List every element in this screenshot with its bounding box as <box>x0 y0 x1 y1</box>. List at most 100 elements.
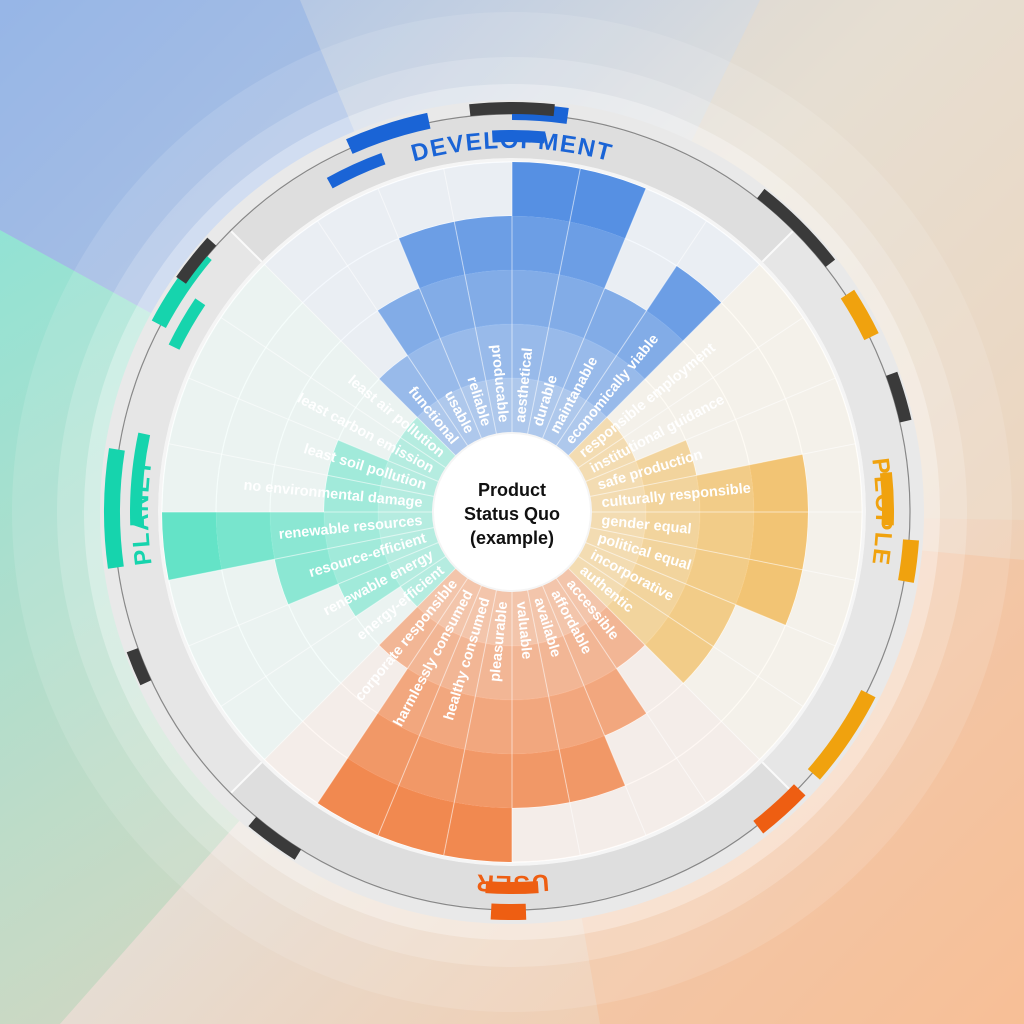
group-divider <box>761 761 794 794</box>
bar-available-level-4 <box>559 735 626 803</box>
center-title-line: (example) <box>470 528 554 548</box>
bar-pleasurable-level-5 <box>443 802 512 862</box>
bar-renewable-resources-level-1 <box>378 512 434 539</box>
bar-accessible-level-2 <box>586 606 645 669</box>
bar-durable-level-4 <box>559 221 626 289</box>
bar-incorporative-level-3 <box>668 583 736 647</box>
bar-maintanable-level-3 <box>583 288 647 356</box>
bar-affordable-level-3 <box>583 668 647 736</box>
center-hub: Product Status Quo (example) <box>434 434 590 590</box>
rim-marker <box>103 448 125 569</box>
bar-aesthetical-level-2 <box>512 324 549 381</box>
rim-marker <box>126 648 152 686</box>
bar-healthy-consumed-level-1 <box>460 585 497 644</box>
bar-producable-level-2 <box>475 324 512 381</box>
bar-affordable-level-1 <box>542 578 587 636</box>
bar-track <box>162 443 434 512</box>
rim-marker <box>898 539 920 583</box>
rim-marker <box>248 816 302 860</box>
group-divider <box>761 230 794 263</box>
dimension-title-user: USER <box>474 868 550 897</box>
bar-separator <box>585 377 836 482</box>
bar-valuable-level-1 <box>512 590 539 646</box>
bar-separator <box>542 188 647 439</box>
bar-least-soil-pollution-level-1 <box>380 460 439 497</box>
bar-economically-viable-level-4 <box>646 265 722 341</box>
bar-separator <box>188 377 439 482</box>
bar-pleasurable-level-1 <box>485 590 512 646</box>
bar-track <box>220 556 456 760</box>
group-divider <box>230 230 263 263</box>
bar-no-environmental-damage-level-1 <box>378 485 434 512</box>
bar-least-soil-pollution-level-2 <box>327 440 389 486</box>
bar-track <box>168 378 439 497</box>
bar-track <box>188 317 446 482</box>
bar-functional-level-1 <box>417 400 468 456</box>
bar-valuable-level-4 <box>512 749 570 808</box>
bar-separator <box>377 188 482 439</box>
bar-separator <box>590 443 856 497</box>
rim-marker <box>840 289 879 341</box>
group-band-planet <box>115 231 262 793</box>
bar-valuable-level-2 <box>512 643 549 700</box>
rim-marker <box>469 102 555 117</box>
rim-marker <box>151 249 212 328</box>
bar-political-equal-level-3 <box>685 548 750 605</box>
bar-culturally-responsible-level-2 <box>643 475 700 512</box>
bar-culturally-responsible-level-4 <box>749 454 808 512</box>
bar-healthy-consumed-level-3 <box>419 685 476 750</box>
bar-renewable-energy-level-1 <box>388 542 446 587</box>
bar-durable-level-3 <box>548 274 605 339</box>
bar-pleasurable-level-3 <box>464 696 512 754</box>
bar-separator <box>264 568 456 760</box>
inner-rim-marker <box>168 298 206 350</box>
bar-reliable-level-4 <box>398 221 465 289</box>
bar-durable-level-2 <box>538 327 584 389</box>
rim-marker <box>753 784 806 834</box>
bar-healthy-consumed-level-4 <box>398 735 465 803</box>
bar-gender-equal-level-2 <box>643 512 700 549</box>
bar-track <box>264 220 468 456</box>
bar-separator <box>220 317 446 468</box>
bar-incorporative-level-2 <box>623 563 686 617</box>
bar-separator <box>188 542 439 647</box>
bar-separator <box>568 264 760 456</box>
bar-authentic-level-1 <box>568 556 624 607</box>
bar-usable-level-3 <box>377 288 441 356</box>
bar-maintanable-level-2 <box>563 338 617 401</box>
bar-authentic-level-3 <box>644 616 714 684</box>
bar-producable-level-1 <box>485 378 512 434</box>
bar-culturally-responsible-level-3 <box>696 464 754 512</box>
bar-political-equal-level-1 <box>585 527 644 564</box>
bar-least-air-pollution-level-1 <box>400 417 456 468</box>
bar-durable-level-5 <box>569 168 646 239</box>
bar-separator <box>527 168 581 434</box>
bar-resource-efficient-level-3 <box>274 548 339 605</box>
center-title-line: Status Quo <box>464 504 560 524</box>
bar-separator <box>568 568 760 760</box>
bar-renewable-energy-level-2 <box>338 563 401 617</box>
bar-corporate-responsible-level-1 <box>417 568 468 624</box>
inner-rim-marker <box>326 153 386 189</box>
bar-renewable-resources-level-2 <box>324 512 381 549</box>
bar-energy-efficient-level-1 <box>400 556 456 607</box>
bar-renewable-resources-level-5 <box>162 512 222 581</box>
bar-safe-production-level-1 <box>585 460 644 497</box>
bar-track <box>578 317 836 482</box>
bar-separator <box>578 556 804 707</box>
bar-separator <box>556 578 707 804</box>
bar-separator <box>542 585 647 836</box>
bar-separator <box>443 590 497 856</box>
bar-healthy-consumed-level-5 <box>378 785 455 856</box>
bar-reliable-level-1 <box>460 380 497 439</box>
bar-durable-level-1 <box>527 380 564 439</box>
bar-producable-level-3 <box>464 270 512 328</box>
bar-separator <box>556 220 707 446</box>
bar-available-level-3 <box>548 685 605 750</box>
bar-institutional-guidance-level-1 <box>578 437 636 482</box>
bar-political-equal-level-4 <box>735 559 803 626</box>
bar-safe-production-level-2 <box>635 440 697 486</box>
rim-marker <box>885 371 912 423</box>
bar-reliable-level-2 <box>440 327 486 389</box>
bar-no-environmental-damage-level-2 <box>324 475 381 512</box>
